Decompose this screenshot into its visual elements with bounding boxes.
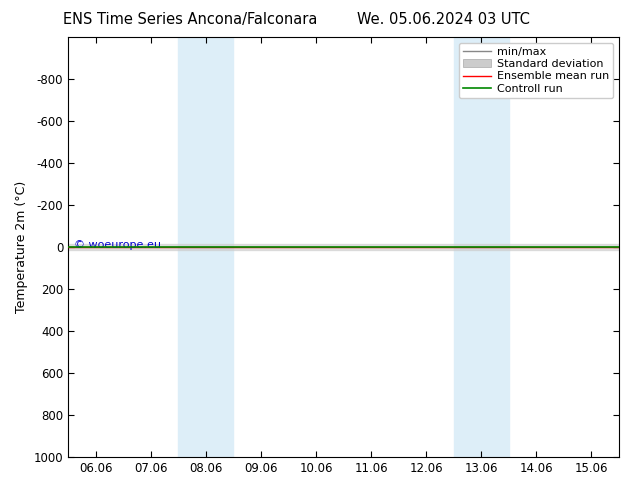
Text: © woeurope.eu: © woeurope.eu xyxy=(74,240,160,250)
Text: We. 05.06.2024 03 UTC: We. 05.06.2024 03 UTC xyxy=(358,12,530,27)
Text: ENS Time Series Ancona/Falconara: ENS Time Series Ancona/Falconara xyxy=(63,12,318,27)
Bar xyxy=(178,37,233,457)
Bar xyxy=(454,37,509,457)
Y-axis label: Temperature 2m (°C): Temperature 2m (°C) xyxy=(15,181,28,313)
Bar xyxy=(68,244,619,250)
Legend: min/max, Standard deviation, Ensemble mean run, Controll run: min/max, Standard deviation, Ensemble me… xyxy=(459,43,614,98)
